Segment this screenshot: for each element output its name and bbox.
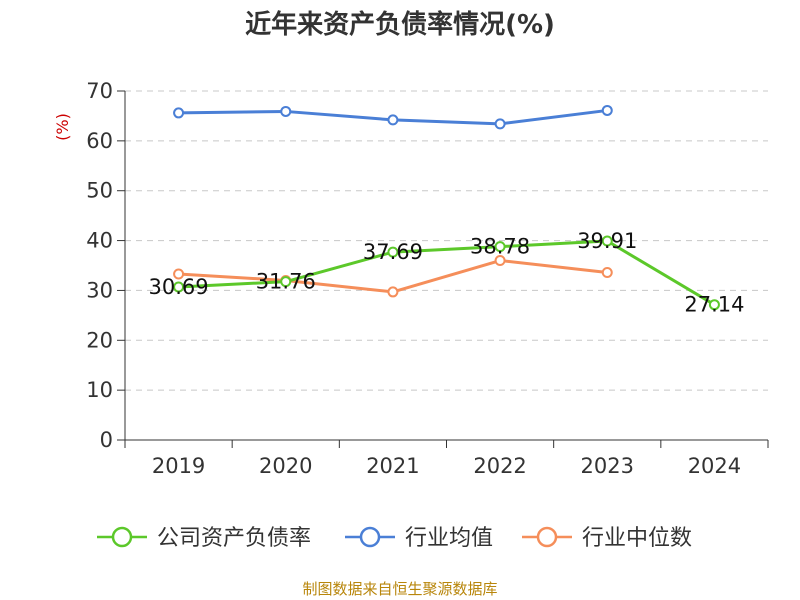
- source-note: 制图数据来自恒生聚源数据库: [302, 580, 497, 598]
- data-label: 39.91: [577, 229, 637, 253]
- y-tick-label: 60: [86, 129, 113, 153]
- series-point-0: [601, 235, 613, 247]
- gridlines: [125, 90, 768, 391]
- data-label: 37.69: [363, 240, 423, 264]
- series-layer: [173, 104, 720, 311]
- x-tick-label: 2020: [259, 454, 312, 478]
- x-tick-label: 2019: [152, 454, 205, 478]
- series-point-0: [280, 276, 292, 288]
- series-point-1: [494, 118, 506, 130]
- series-point-1: [387, 114, 399, 126]
- y-tick-label: 40: [86, 229, 113, 253]
- legend-label-1: 行业均值: [405, 526, 493, 551]
- legend-marker-0: [111, 526, 133, 548]
- data-label: 31.76: [256, 270, 316, 294]
- y-tick-label: 70: [86, 79, 113, 103]
- x-tick-label: 2021: [366, 454, 419, 478]
- data-labels: 30.69 31.76 37.69 38.78 39.91 27.14: [149, 229, 745, 317]
- series-point-2: [494, 255, 506, 267]
- legend-marker-1: [359, 526, 381, 548]
- series-point-1: [173, 107, 185, 119]
- series-point-2: [601, 266, 613, 278]
- axes: 0 10 20 30 40 50 60 70 2019 2020 2021 2022 2023 2024: [86, 79, 769, 478]
- series-point-0: [708, 299, 720, 311]
- legend: 公司资产负债率 行业均值 行业中位数: [97, 526, 692, 551]
- x-tick-label: 2024: [688, 454, 741, 478]
- chart-title: 近年来资产负债率情况(%): [245, 9, 555, 40]
- series-point-0: [494, 241, 506, 253]
- legend-marker-2: [536, 526, 558, 548]
- series-point-2: [173, 268, 185, 280]
- y-tick-label: 0: [100, 428, 113, 452]
- data-label: 30.69: [149, 275, 209, 299]
- data-label: 38.78: [470, 235, 530, 259]
- y-tick-label: 30: [86, 278, 113, 302]
- y-tick-label: 20: [86, 328, 113, 352]
- series-line-0: [178, 239, 716, 306]
- data-label: 27.14: [684, 293, 744, 317]
- series-point-1: [601, 104, 613, 116]
- x-tick-label: 2023: [581, 454, 634, 478]
- legend-label-2: 行业中位数: [582, 526, 692, 551]
- series-point-0: [173, 281, 185, 293]
- y-tick-label: 10: [86, 378, 113, 402]
- series-point-2: [387, 286, 399, 298]
- y-axis-label: (%): [53, 113, 72, 141]
- legend-label-0: 公司资产负债率: [157, 526, 311, 551]
- x-tick-label: 2022: [473, 454, 526, 478]
- series-point-1: [280, 105, 292, 117]
- y-tick-label: 50: [86, 179, 113, 203]
- series-point-0: [387, 246, 399, 258]
